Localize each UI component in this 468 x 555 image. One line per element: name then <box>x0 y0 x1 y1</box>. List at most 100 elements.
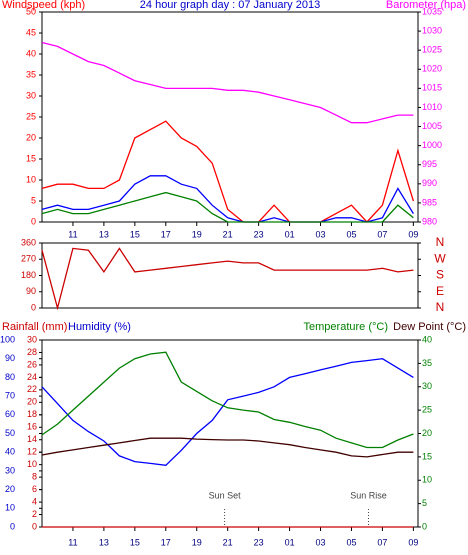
y-tick-label: N <box>436 300 445 314</box>
x-tick-label: 01 <box>285 537 295 547</box>
y-tick-label: 990 <box>422 178 437 188</box>
y-tick-label: 5 <box>31 195 36 205</box>
y-tick-label: 1025 <box>422 45 442 55</box>
y-tick-label: 1030 <box>422 25 442 35</box>
y-tick-label: 20 <box>5 484 15 494</box>
y-tick-label: 30 <box>27 334 37 344</box>
y-tick-label: 8 <box>32 472 37 482</box>
y-tick-label: 90 <box>5 353 15 363</box>
plot-area <box>41 11 419 223</box>
y-tick-label: 22 <box>27 384 37 394</box>
y-tick-label: 12 <box>27 447 37 457</box>
x-tick-label: 05 <box>346 229 356 239</box>
series-line <box>41 247 414 311</box>
y-tick-label: 0 <box>422 521 427 531</box>
y-tick-label: W <box>434 251 446 265</box>
y-tick-label: 30 <box>5 465 15 475</box>
y-tick-label: 35 <box>26 69 36 79</box>
x-tick-label: 07 <box>377 229 387 239</box>
y-tick-label: 50 <box>26 6 36 16</box>
y-tick-label: 2 <box>32 509 37 519</box>
y-tick-label: 60 <box>5 409 15 419</box>
x-tick-label: 03 <box>316 229 326 239</box>
y-tick-label: 5 <box>422 498 427 508</box>
y-tick-label: 1005 <box>422 121 442 131</box>
plot-area <box>41 339 419 528</box>
axis-title: Barometer (hpa) <box>386 0 466 11</box>
y-tick-label: 0 <box>32 521 37 531</box>
y-tick-label: 50 <box>5 428 15 438</box>
x-tick-label: 03 <box>316 537 326 547</box>
y-tick-label: 18 <box>27 409 37 419</box>
series-line <box>41 175 414 223</box>
y-tick-label: 26 <box>27 359 37 369</box>
y-tick-label: S <box>436 268 444 282</box>
y-tick-label: 20 <box>422 428 432 438</box>
axis-title: Dew Point (°C) <box>393 321 466 333</box>
y-tick-label: 70 <box>5 390 15 400</box>
y-tick-label: 1035 <box>422 6 442 16</box>
x-tick-label: 13 <box>99 229 109 239</box>
x-tick-label: 05 <box>346 537 356 547</box>
y-tick-label: 0 <box>10 521 15 531</box>
axis-title: Windspeed (kph) <box>2 0 85 11</box>
x-tick-label: 13 <box>99 537 109 547</box>
y-tick-label: 45 <box>26 27 36 37</box>
y-tick-label: 20 <box>26 132 36 142</box>
axis-title: Humidity (%) <box>68 321 131 333</box>
x-tick-label: 15 <box>130 229 140 239</box>
y-tick-label: 30 <box>26 90 36 100</box>
y-tick-label: 0 <box>31 216 36 226</box>
plot-area <box>41 242 419 309</box>
y-tick-label: 40 <box>422 334 432 344</box>
x-tick-label: 07 <box>377 537 387 547</box>
y-tick-label: 14 <box>27 434 37 444</box>
y-tick-label: 270 <box>21 254 36 264</box>
y-tick-label: 10 <box>422 475 432 485</box>
series-line <box>41 120 415 223</box>
x-tick-label: 21 <box>223 537 233 547</box>
x-tick-label: 23 <box>254 537 264 547</box>
x-tick-label: 01 <box>285 229 295 239</box>
y-tick-label: N <box>436 235 445 249</box>
y-tick-label: 80 <box>5 372 15 382</box>
y-tick-label: 1020 <box>422 64 442 74</box>
y-tick-label: 1000 <box>422 140 442 150</box>
y-tick-label: 100 <box>0 334 15 344</box>
series-line <box>41 437 414 458</box>
series-line <box>41 41 414 124</box>
y-tick-label: 15 <box>26 153 36 163</box>
y-tick-label: 10 <box>26 174 36 184</box>
y-tick-label: 985 <box>422 197 437 207</box>
y-tick-label: 28 <box>27 347 37 357</box>
y-tick-label: 10 <box>27 459 37 469</box>
x-tick-label: 09 <box>408 229 418 239</box>
x-tick-label: 19 <box>192 229 202 239</box>
y-tick-label: 980 <box>422 216 437 226</box>
series-line <box>41 358 414 466</box>
y-tick-label: 10 <box>5 503 15 513</box>
y-tick-label: 24 <box>27 372 37 382</box>
y-tick-label: 1015 <box>422 83 442 93</box>
y-tick-label: 25 <box>26 111 36 121</box>
y-tick-label: 20 <box>27 397 37 407</box>
x-tick-label: 11 <box>68 537 77 547</box>
series-line <box>41 351 414 449</box>
axis-title: Temperature (°C) <box>304 321 388 333</box>
y-tick-label: 40 <box>5 447 15 457</box>
y-tick-label: 0 <box>31 302 36 312</box>
y-tick-label: 35 <box>422 358 432 368</box>
y-tick-label: 40 <box>26 48 36 58</box>
x-tick-label: 15 <box>130 537 140 547</box>
annotation-label: Sun Set <box>209 490 242 500</box>
y-tick-label: E <box>436 284 444 298</box>
chart-title: 24 hour graph day : 07 January 2013 <box>140 0 320 11</box>
series-line <box>41 191 414 223</box>
x-tick-label: 19 <box>192 537 202 547</box>
y-tick-label: 15 <box>422 451 432 461</box>
y-tick-label: 25 <box>422 405 432 415</box>
y-tick-label: 6 <box>32 484 37 494</box>
x-tick-label: 23 <box>254 229 264 239</box>
axis-title: Rainfall (mm) <box>2 321 67 333</box>
